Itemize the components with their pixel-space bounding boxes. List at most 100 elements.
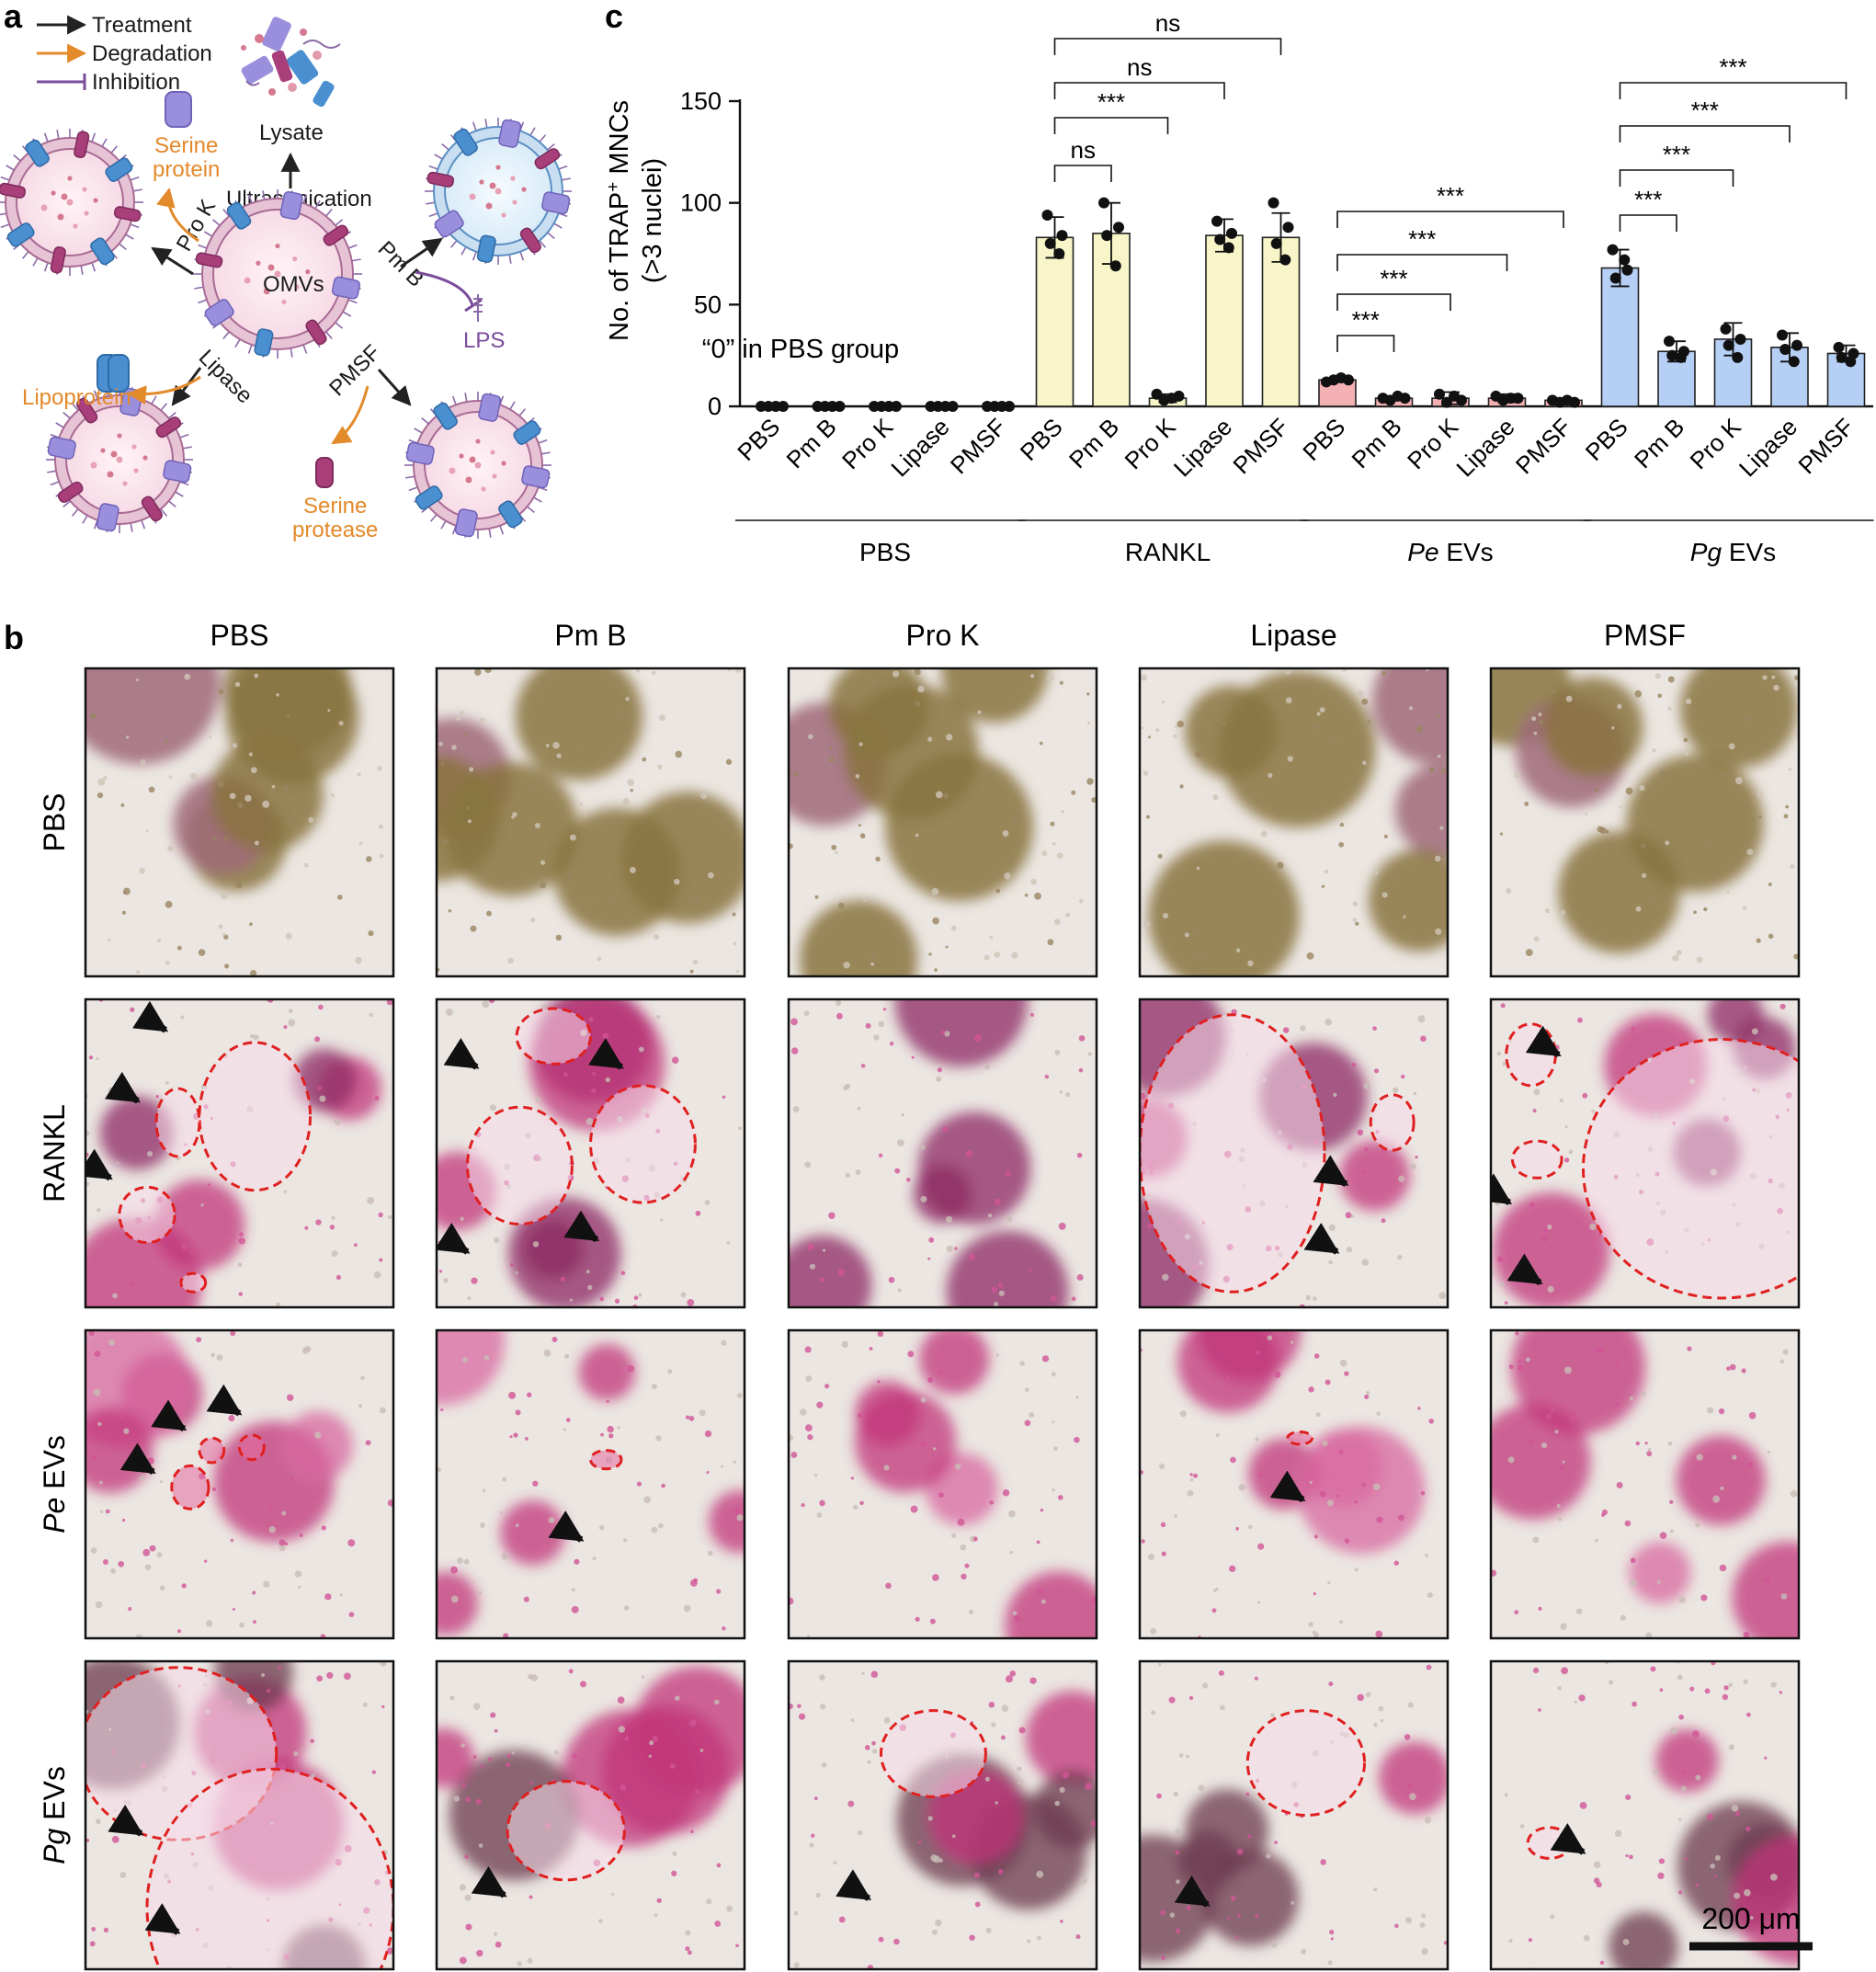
label-serine-protein-1: Serine	[154, 133, 218, 158]
lysate-debris-icon	[241, 17, 341, 108]
label-pm-b: Pm B	[373, 236, 429, 292]
arrow-icon	[437, 1223, 471, 1255]
data-point	[1621, 264, 1633, 276]
comparison-bracket	[1053, 165, 1112, 182]
comparison-bracket	[1336, 211, 1564, 228]
osteoclast-outline	[198, 1436, 226, 1465]
micrograph-tile	[1138, 1659, 1450, 1971]
osteoclast-outline	[154, 1087, 201, 1158]
label-omvs: OMVs	[263, 272, 324, 297]
comparison-bracket	[1336, 293, 1451, 311]
data-point	[1607, 244, 1619, 256]
prok-vesicle-icon	[0, 129, 143, 276]
arrow-icon	[104, 1071, 141, 1104]
data-point	[1609, 272, 1621, 284]
osteoclast-outline	[1369, 1093, 1416, 1152]
data-point	[1101, 230, 1113, 242]
data-point	[778, 401, 789, 412]
significance-label: ***	[1097, 88, 1125, 116]
x-tick-label: Pm B	[1063, 413, 1124, 473]
legend-degradation: Degradation	[92, 41, 212, 66]
significance-label: ***	[1437, 182, 1464, 210]
significance-label: ***	[1408, 225, 1436, 253]
arrow-icon	[443, 1038, 480, 1070]
arrow-icon	[144, 1903, 181, 1935]
lps-icon	[473, 294, 483, 322]
serine-protein-icon	[165, 91, 192, 128]
data-point	[1833, 341, 1845, 353]
x-tick-label: Lipase	[1734, 413, 1802, 482]
arrow-icon	[1313, 1155, 1349, 1187]
group-label: RANKL	[1125, 538, 1211, 566]
y-axis-label-2: (>3 nuclei)	[638, 158, 667, 283]
micrograph-tile	[787, 667, 1098, 978]
micrograph-tile	[787, 1328, 1098, 1640]
legend: Treatment Degradation Inhibition	[37, 13, 212, 95]
micrograph-tile	[1489, 1659, 1801, 1971]
comparison-bracket	[1619, 125, 1791, 142]
data-point	[834, 401, 846, 412]
data-point	[1113, 222, 1124, 234]
data-point	[1434, 388, 1445, 400]
osteoclast-outline	[506, 1780, 626, 1882]
panel-b-letter: b	[4, 619, 24, 656]
panel-c-letter: c	[605, 0, 623, 35]
column-header: PMSF	[1604, 619, 1686, 652]
osteoclast-outline	[1245, 1709, 1367, 1818]
bar	[1035, 236, 1074, 407]
data-point	[1569, 396, 1580, 408]
micrograph-grid	[84, 667, 1801, 1971]
row-header: Pe EVs	[38, 1435, 71, 1533]
data-point	[1777, 329, 1788, 341]
osteoclast-outline	[589, 1449, 623, 1471]
osteoclast-outline	[1140, 1013, 1326, 1294]
osteoclast-outline	[170, 1464, 210, 1510]
osteoclast-outline	[198, 1041, 313, 1192]
micrograph-tile	[435, 667, 746, 978]
osteoclast-outline	[466, 1105, 574, 1226]
data-point	[1004, 401, 1015, 412]
data-point	[1791, 339, 1802, 351]
significance-label: ***	[1352, 306, 1380, 334]
label-serine-protein-2: protein	[153, 157, 220, 182]
bar	[1092, 233, 1131, 407]
x-tick-label: Pm B	[1347, 413, 1407, 473]
comparison-bracket	[1053, 82, 1225, 99]
panel-a-schematic: a Treatment Degradation Inhibition Lysat…	[0, 0, 572, 542]
data-point	[1041, 209, 1053, 221]
panel-a-letter: a	[4, 0, 23, 35]
arrow-icon	[1491, 1173, 1513, 1206]
group-label: Pg EVs	[1690, 538, 1776, 566]
osteoclast-outline	[238, 1433, 266, 1462]
arrow-icon	[85, 1148, 113, 1181]
osteoclast-outline	[179, 1271, 208, 1294]
micrograph-tile	[84, 1328, 395, 1640]
lipoprotein-icon	[97, 354, 130, 393]
osteoclast-outline	[1505, 1022, 1557, 1088]
x-tick-label: Lipase	[885, 413, 954, 482]
data-point	[1053, 248, 1065, 259]
micrograph-tile	[435, 1659, 746, 1971]
micrograph-tile	[1489, 1328, 1801, 1640]
bar	[1600, 267, 1640, 407]
label-serine-protease-1: Serine	[303, 494, 367, 519]
osteoclast-outline	[118, 1185, 176, 1245]
label-lysate: Lysate	[259, 120, 324, 145]
micrograph-tile	[435, 997, 746, 1309]
osteoclast-outline	[1582, 1038, 1799, 1300]
micrograph-tile	[787, 1659, 1098, 1971]
significance-label: ***	[1691, 97, 1719, 124]
data-point	[1282, 222, 1294, 234]
column-header: Pm B	[554, 619, 626, 652]
data-point	[1441, 396, 1452, 408]
data-point	[1270, 237, 1282, 249]
data-point	[1845, 356, 1857, 368]
y-axis-label: No. of TRAP+ MNCs	[604, 100, 635, 341]
serine-protease-icon	[315, 457, 334, 488]
arrow-icon	[1174, 1875, 1211, 1908]
arrow-icon	[588, 1038, 624, 1070]
